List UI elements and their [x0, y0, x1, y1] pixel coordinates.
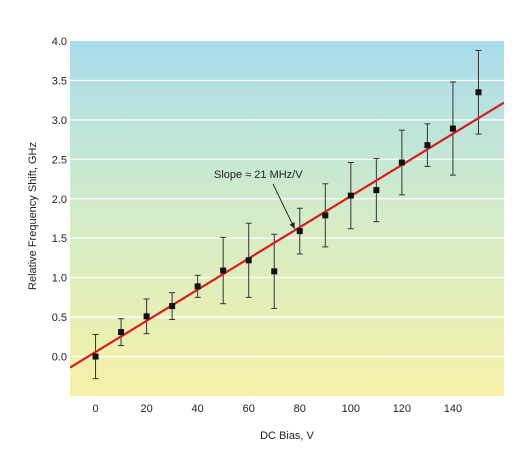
y-tick-label: 0.5	[52, 312, 67, 324]
x-tick-label: 60	[243, 403, 255, 415]
plot-background	[70, 41, 504, 396]
data-point	[373, 187, 380, 194]
data-point	[347, 192, 354, 199]
data-point	[118, 329, 125, 336]
data-point	[398, 159, 405, 166]
data-points	[92, 89, 482, 360]
annotation-arrow-line	[272, 183, 296, 229]
y-tick-labels: 0.0 0.5 1.0 1.5 2.0 2.5 3.0 3.5 4.0	[52, 36, 67, 364]
data-point	[322, 212, 329, 219]
fit-line	[70, 101, 504, 369]
x-tick-label: 140	[444, 403, 462, 415]
gridlines	[70, 79, 504, 358]
y-tick-label: 3.0	[52, 115, 67, 127]
x-tick-label: 120	[393, 403, 411, 415]
x-tick-label: 100	[342, 403, 360, 415]
y-tick-label: 3.5	[52, 75, 67, 87]
data-point	[271, 268, 278, 275]
annotations: Slope ≈ 21 MHz/V	[214, 169, 303, 229]
slope-annotation: Slope ≈ 21 MHz/V	[214, 169, 303, 181]
x-tick-label: 0	[92, 403, 98, 415]
data-point	[296, 228, 303, 235]
y-tick-label: 2.5	[52, 154, 67, 166]
x-axis-label: DC Bias, V	[260, 430, 314, 442]
data-point	[143, 313, 150, 320]
y-tick-label: 2.0	[52, 194, 67, 206]
x-tick-label: 80	[294, 403, 306, 415]
data-point	[194, 283, 201, 290]
x-tick-label: 20	[140, 403, 152, 415]
y-axis-label: Relative Frequency Shift, GHz	[27, 142, 39, 290]
data-point	[245, 257, 252, 264]
fit-line-group	[70, 101, 504, 369]
y-tick-label: 0.0	[52, 352, 67, 364]
y-tick-label: 4.0	[52, 36, 67, 48]
data-point	[220, 267, 227, 274]
y-tick-label: 1.5	[52, 233, 67, 245]
x-tick-label: 40	[192, 403, 204, 415]
data-point	[449, 125, 456, 132]
y-tick-label: 1.0	[52, 273, 67, 285]
data-point	[424, 142, 431, 149]
x-tick-labels: 0 20 40 60 80 100 120 140	[92, 403, 462, 415]
data-point	[475, 89, 482, 96]
data-point	[169, 303, 176, 310]
data-point	[92, 353, 99, 360]
annotation-arrowhead	[289, 222, 295, 229]
